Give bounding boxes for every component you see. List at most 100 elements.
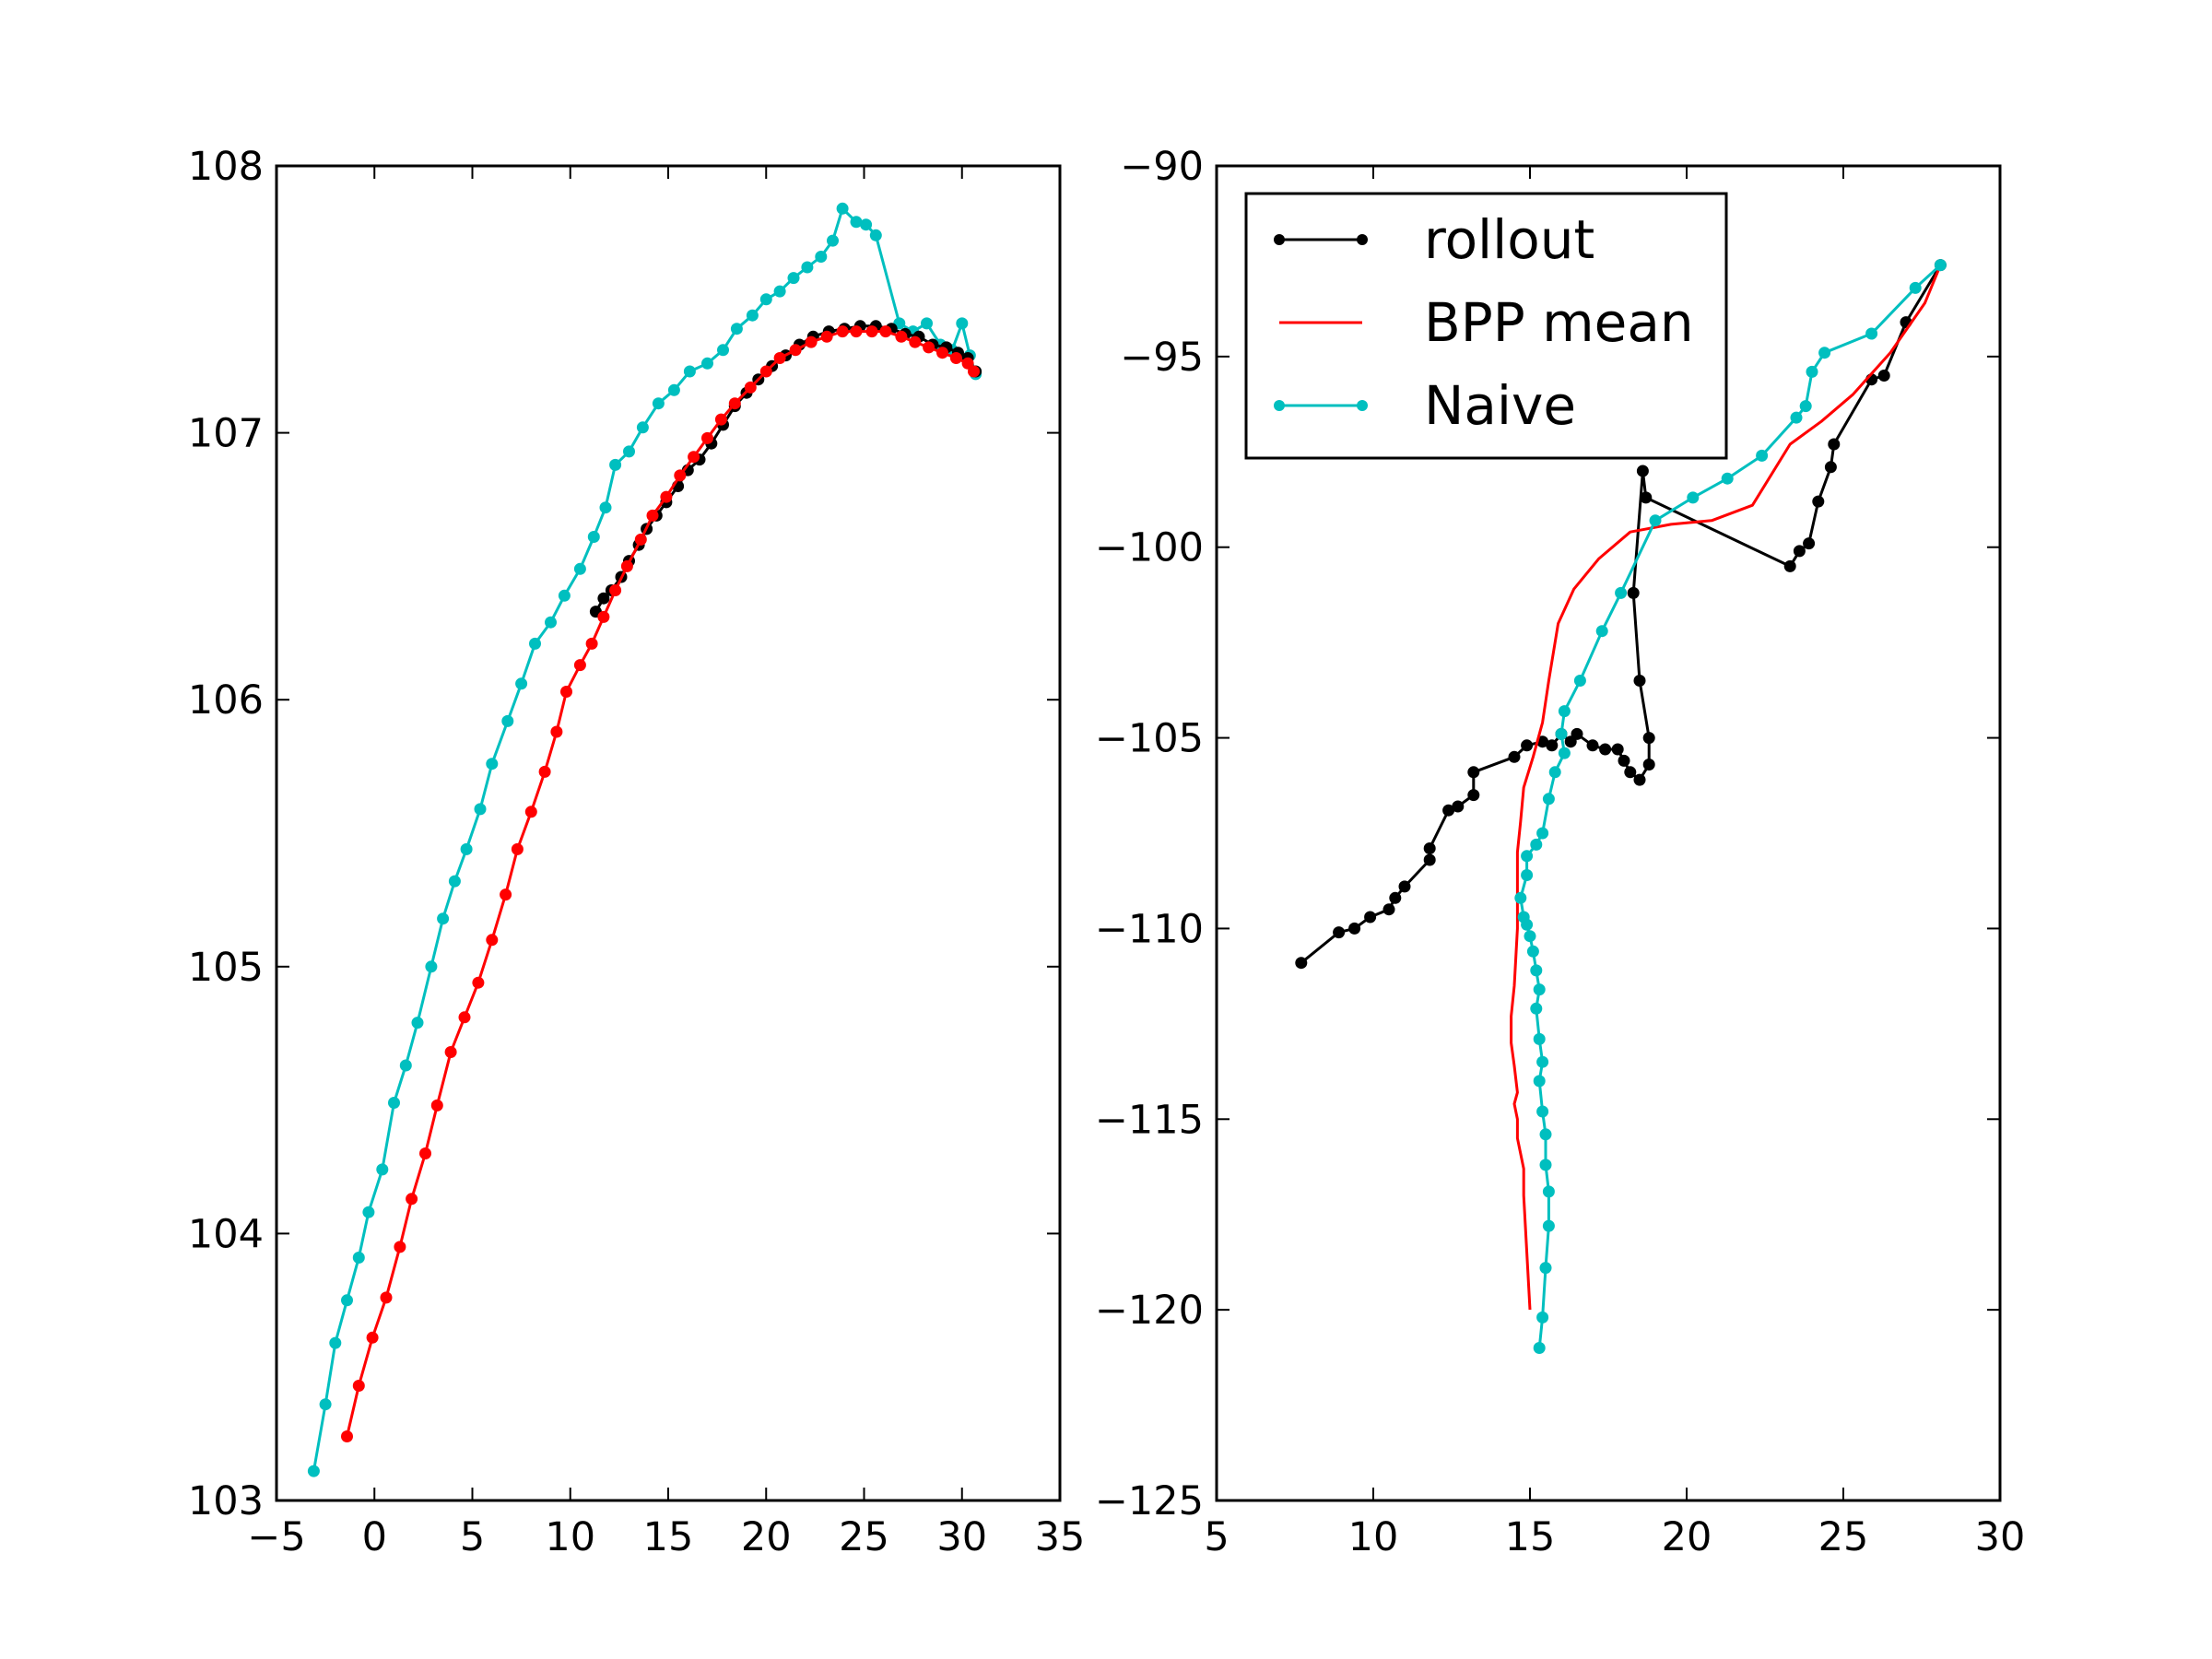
x-tick-label: 20 (1662, 1514, 1712, 1560)
data-point-series-2 (773, 352, 786, 364)
data-point-series-0 (341, 1294, 353, 1307)
data-point-naive (1818, 347, 1831, 359)
data-point-naive (1533, 1032, 1546, 1045)
data-point-naive (1909, 281, 1922, 294)
data-point-series-2 (550, 725, 563, 738)
data-point-rollout (1624, 766, 1637, 779)
data-point-series-2 (968, 365, 980, 378)
data-point-series-2 (573, 659, 586, 672)
data-point-series-2 (524, 806, 537, 818)
data-point-series-0 (860, 218, 873, 231)
data-point-series-1 (597, 592, 610, 605)
data-point-series-2 (674, 469, 687, 482)
data-point-series-0 (836, 202, 849, 215)
right-ticks-layer: 5 10 15 20 25 30 −125 −120 −115 −110 −105 −100 −95 −9… (1095, 144, 2025, 1560)
legend-item-rollout: rollout (1274, 208, 1594, 271)
data-point-series-2 (538, 765, 551, 778)
data-point-series-0 (545, 616, 557, 629)
right-series-layer (1295, 259, 1947, 1354)
data-point-naive (1521, 850, 1534, 863)
data-point-series-0 (827, 234, 839, 247)
data-point-rollout (1793, 545, 1806, 558)
data-point-naive (1548, 766, 1561, 779)
data-point-naive (1524, 930, 1536, 943)
data-point-naive (1756, 449, 1769, 462)
data-point-rollout (1398, 880, 1411, 893)
y-tick-label: −95 (1120, 335, 1204, 381)
data-point-rollout (1521, 739, 1534, 752)
data-point-rollout (1877, 370, 1890, 382)
y-tick-label: 107 (188, 411, 264, 457)
y-tick-label: −120 (1095, 1288, 1204, 1334)
data-point-series-0 (399, 1059, 412, 1072)
data-point-rollout (1783, 559, 1796, 572)
x-tick-label: 20 (741, 1514, 792, 1560)
data-point-rollout (1636, 465, 1649, 477)
data-point-series-2 (620, 559, 633, 572)
data-point-series-0 (437, 912, 450, 925)
data-point-series-0 (683, 365, 696, 378)
data-point-series-2 (805, 335, 818, 348)
data-point-series-0 (869, 229, 882, 241)
data-point-series-2 (714, 413, 727, 426)
left-ticks-layer: −5 0 5 10 15 20 25 30 35 103 104 105 106 107 108 (188, 144, 1085, 1560)
data-point-naive (1542, 793, 1555, 806)
data-point-rollout (1423, 842, 1436, 854)
data-point-rollout (1508, 750, 1521, 763)
data-point-naive (1615, 586, 1628, 599)
data-point-series-0 (921, 317, 933, 330)
data-point-series-2 (394, 1241, 406, 1253)
data-point-series-2 (458, 1011, 471, 1024)
series-line-rollout (1300, 264, 1942, 964)
legend-item-naive: Naive (1274, 374, 1576, 437)
data-point-naive (1539, 1159, 1552, 1171)
data-point-rollout (1803, 537, 1816, 550)
data-point-series-0 (773, 285, 786, 298)
data-point-series-0 (411, 1017, 424, 1030)
series-line-series-0 (312, 206, 978, 1472)
data-point-naive (1558, 747, 1571, 759)
y-tick-label: −125 (1095, 1478, 1204, 1524)
data-point-series-2 (560, 686, 572, 698)
legend-marker-naive-start (1274, 400, 1285, 411)
data-point-naive (1533, 1075, 1546, 1088)
data-point-rollout (1640, 491, 1653, 504)
data-point-series-2 (744, 381, 757, 394)
data-point-series-2 (895, 330, 908, 343)
x-tick-label: 25 (839, 1514, 889, 1560)
data-point-naive (1526, 945, 1539, 958)
data-point-naive (1595, 625, 1608, 638)
data-point-rollout (1546, 739, 1559, 752)
data-point-series-0 (319, 1398, 332, 1411)
data-point-series-0 (956, 317, 969, 330)
y-tick-label: 103 (188, 1478, 264, 1524)
y-tick-label: 104 (188, 1211, 264, 1257)
data-point-rollout (1333, 926, 1346, 939)
y-tick-label: −90 (1120, 144, 1204, 190)
data-point-series-0 (460, 842, 473, 855)
data-point-naive (1799, 400, 1812, 413)
data-point-series-0 (329, 1336, 342, 1349)
data-point-series-2 (597, 610, 610, 623)
data-point-rollout (1389, 891, 1402, 904)
data-point-series-0 (623, 445, 635, 458)
legend: rollout BPP mean Naive (1244, 192, 1728, 460)
x-tick-label: 15 (643, 1514, 694, 1560)
data-point-series-0 (636, 421, 649, 434)
data-point-series-2 (820, 330, 833, 343)
data-point-naive (1865, 327, 1878, 340)
data-point-series-0 (746, 309, 759, 322)
right-axes-frame (1215, 164, 2002, 1502)
data-point-naive (1649, 514, 1662, 527)
data-point-series-2 (419, 1147, 431, 1159)
y-tick-label: −100 (1095, 525, 1204, 571)
data-point-rollout (1627, 586, 1640, 599)
right-chart: 5 10 15 20 25 30 −125 −120 −115 −110 −105 −100 −95 −9… (1095, 144, 2025, 1560)
data-point-naive (1533, 1342, 1546, 1354)
data-point-series-0 (376, 1163, 389, 1176)
data-point-naive (1687, 491, 1700, 504)
data-point-series-0 (501, 714, 514, 727)
left-chart: −5 0 5 10 15 20 25 30 35 103 104 105 106 107 108 (188, 144, 1085, 1560)
data-point-rollout (1571, 727, 1583, 740)
